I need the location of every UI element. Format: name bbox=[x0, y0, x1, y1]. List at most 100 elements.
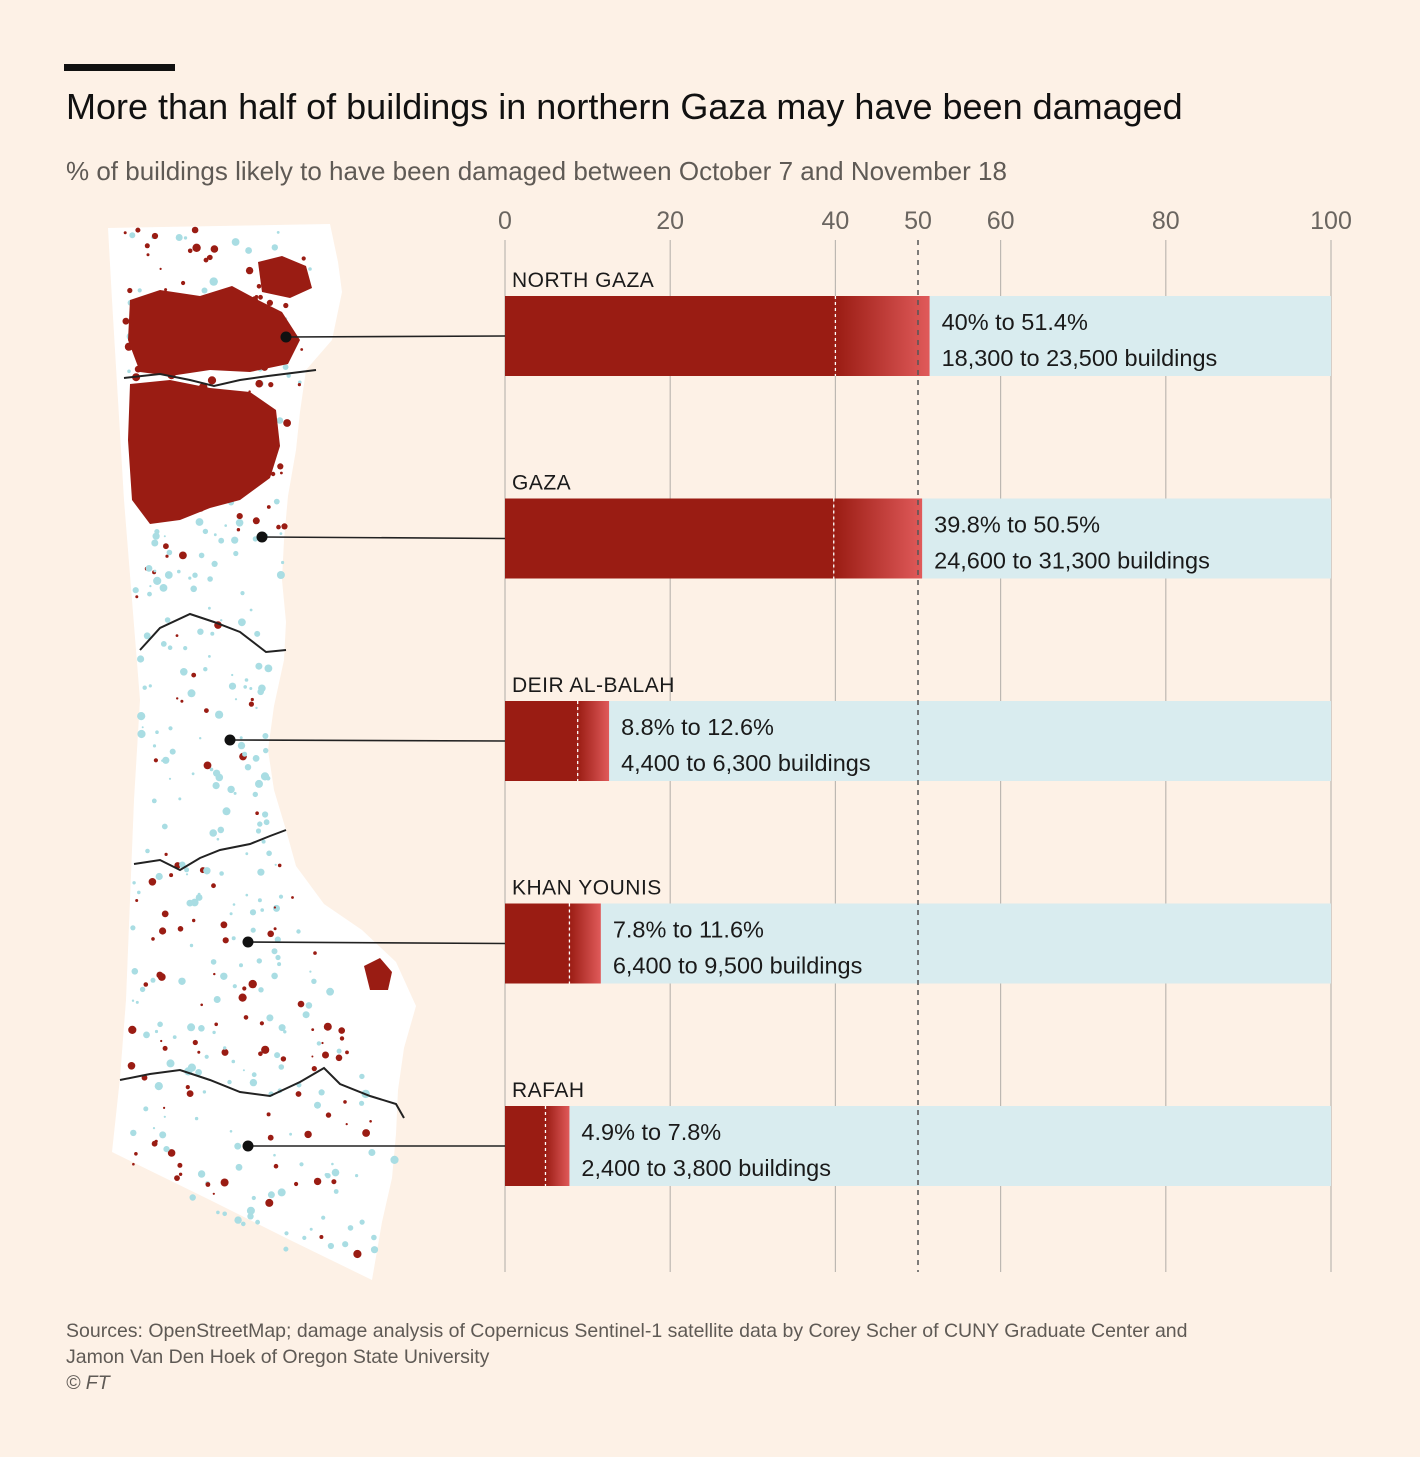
building-dot bbox=[210, 959, 217, 965]
building-dot bbox=[167, 645, 173, 650]
damage-dot bbox=[177, 926, 184, 932]
building-dot bbox=[255, 1219, 260, 1225]
buildings-label-0: 18,300 to 23,500 buildings bbox=[942, 345, 1218, 371]
damage-dot bbox=[154, 1139, 158, 1143]
damage-dot bbox=[277, 863, 282, 868]
damage-dot bbox=[191, 672, 197, 678]
building-dot bbox=[275, 954, 281, 961]
damage-dot bbox=[242, 986, 247, 991]
tick-label-60: 60 bbox=[987, 207, 1015, 235]
buildings-label-3: 6,400 to 9,500 buildings bbox=[613, 953, 863, 979]
damage-dot bbox=[159, 927, 167, 935]
damage-cluster-khan-younis-east bbox=[364, 958, 392, 990]
damage-dot bbox=[362, 1129, 370, 1137]
building-dot bbox=[277, 1188, 286, 1197]
building-dot bbox=[163, 535, 166, 538]
building-dot bbox=[235, 519, 244, 527]
damage-dot bbox=[283, 419, 291, 427]
building-dot bbox=[203, 667, 208, 672]
building-dot bbox=[278, 894, 284, 899]
damage-dot bbox=[135, 227, 141, 233]
building-dot bbox=[228, 682, 237, 690]
damage-dot bbox=[205, 1182, 211, 1187]
damage-dot bbox=[164, 852, 168, 857]
damage-dot bbox=[127, 287, 133, 294]
building-dot bbox=[274, 936, 281, 943]
building-dot bbox=[282, 364, 289, 370]
building-dot bbox=[271, 972, 278, 980]
damage-dot bbox=[243, 1015, 249, 1020]
building-dot bbox=[276, 571, 285, 579]
building-dot bbox=[229, 1130, 233, 1133]
building-dot bbox=[281, 560, 285, 565]
building-dot bbox=[215, 710, 224, 719]
damage-dot bbox=[162, 1045, 168, 1051]
damage-dot bbox=[178, 1172, 183, 1177]
building-dot bbox=[161, 823, 168, 830]
damage-dot bbox=[134, 1152, 138, 1156]
buildings-label-2: 4,400 to 6,300 buildings bbox=[621, 750, 871, 776]
building-dot bbox=[212, 782, 220, 790]
source-note: Sources: OpenStreetMap; damage analysis … bbox=[66, 1318, 1356, 1396]
building-dot bbox=[197, 1170, 206, 1178]
damage-dot bbox=[164, 288, 168, 292]
damage-dot bbox=[281, 523, 288, 530]
damage-dot bbox=[248, 979, 257, 989]
connector-dot-4 bbox=[242, 1140, 254, 1152]
damage-dot bbox=[313, 1177, 322, 1186]
building-dot bbox=[197, 892, 201, 896]
building-dot bbox=[242, 751, 248, 757]
damage-dot bbox=[295, 1091, 302, 1097]
building-dot bbox=[283, 1030, 287, 1034]
building-dot bbox=[213, 533, 217, 537]
building-dot bbox=[276, 231, 280, 234]
building-dot bbox=[331, 1168, 340, 1177]
building-dot bbox=[257, 868, 265, 876]
damage-dot bbox=[321, 1041, 324, 1045]
building-dot bbox=[231, 1059, 236, 1064]
damage-cluster-north bbox=[128, 286, 300, 376]
building-dot bbox=[164, 571, 173, 579]
damage-dot bbox=[256, 284, 262, 289]
damage-dot bbox=[245, 266, 254, 275]
building-dot bbox=[266, 1014, 274, 1022]
damage-dot bbox=[280, 471, 283, 475]
damage-dot bbox=[191, 226, 199, 234]
building-dot bbox=[247, 1213, 254, 1220]
damage-dot bbox=[273, 1163, 279, 1169]
damage-dot bbox=[294, 1181, 299, 1187]
damage-dot bbox=[220, 921, 228, 929]
building-dot bbox=[252, 755, 260, 762]
damage-dot bbox=[258, 1051, 263, 1057]
building-dot bbox=[321, 1215, 326, 1220]
building-dot bbox=[162, 756, 170, 764]
damage-dot bbox=[261, 1045, 270, 1054]
damage-dot bbox=[177, 1162, 183, 1168]
tick-label-50: 50 bbox=[904, 207, 932, 235]
damage-dot bbox=[160, 1039, 163, 1043]
damage-cluster-gaza-city bbox=[128, 380, 280, 524]
damage-dot bbox=[304, 1130, 312, 1139]
building-dot bbox=[371, 1234, 377, 1241]
building-dot bbox=[390, 1155, 399, 1164]
building-dot bbox=[150, 977, 156, 983]
building-dot bbox=[264, 664, 273, 673]
damage-dot bbox=[156, 971, 164, 979]
building-dot bbox=[261, 839, 266, 844]
damage-dot bbox=[192, 243, 201, 252]
damage-dot bbox=[335, 1054, 343, 1062]
damage-dot bbox=[186, 1090, 194, 1097]
building-dot bbox=[153, 569, 157, 573]
damage-dot bbox=[220, 1178, 229, 1187]
boundary-deir-al-balah bbox=[133, 829, 287, 872]
building-dot bbox=[163, 1115, 166, 1118]
building-dot bbox=[244, 678, 249, 682]
damage-dot bbox=[213, 972, 216, 976]
map-boundaries bbox=[119, 369, 405, 1119]
category-label-2: DEIR AL-BALAH bbox=[512, 674, 675, 697]
bar-range-4 bbox=[545, 1106, 570, 1186]
tick-label-20: 20 bbox=[656, 207, 684, 235]
building-dot bbox=[277, 962, 282, 967]
building-dot bbox=[267, 1191, 275, 1199]
bar-low-4 bbox=[505, 1106, 546, 1186]
